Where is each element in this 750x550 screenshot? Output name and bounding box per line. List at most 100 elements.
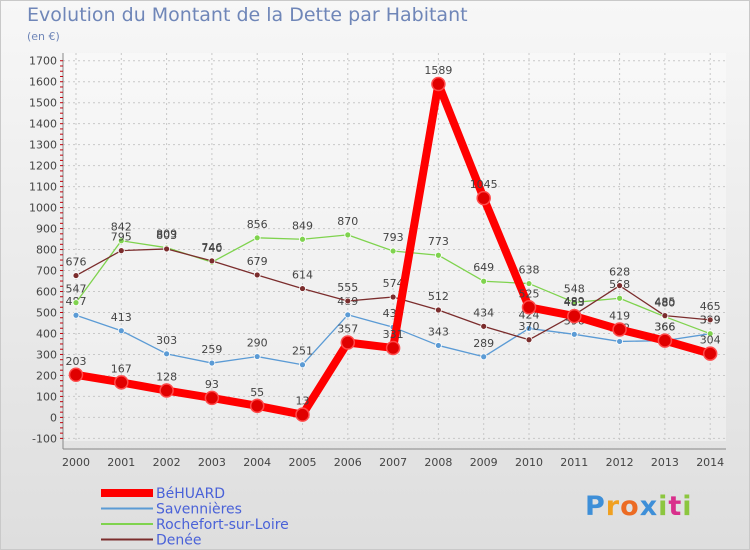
data-point — [344, 311, 352, 319]
logo-letter: P — [585, 491, 606, 522]
legend-label: Denée — [156, 533, 202, 549]
chart-title: Evolution du Montant de la Dette par Hab… — [27, 4, 468, 26]
data-point — [431, 76, 446, 92]
data-point — [204, 390, 220, 406]
y-tick-label: 1600 — [29, 76, 57, 89]
data-label: 746 — [201, 241, 222, 254]
data-label: 809 — [156, 228, 177, 241]
data-label: 465 — [700, 300, 721, 313]
data-point — [117, 237, 125, 245]
data-label: 370 — [519, 320, 540, 333]
x-tick-label: 2007 — [379, 456, 407, 469]
data-label: 366 — [654, 321, 675, 334]
data-label: 483 — [564, 296, 585, 309]
data-label: 413 — [111, 311, 132, 324]
data-point — [570, 330, 578, 338]
data-label: 13 — [296, 395, 310, 408]
data-point — [525, 280, 533, 287]
y-tick-label: 1000 — [29, 202, 57, 215]
data-label: 259 — [201, 343, 222, 356]
data-label: 548 — [564, 282, 585, 295]
data-point — [249, 398, 265, 414]
data-label: 366 — [654, 321, 675, 334]
legend-label: Rochefort-sur-Loire — [156, 517, 289, 533]
data-point — [389, 247, 397, 255]
x-tick-label: 2010 — [515, 456, 543, 469]
data-label: 649 — [473, 261, 494, 274]
data-label: 525 — [519, 287, 540, 300]
legend-label: BéHUARD — [156, 486, 225, 502]
data-point — [567, 308, 582, 324]
logo-letter: r — [605, 491, 621, 522]
data-point — [72, 299, 80, 307]
data-label: 480 — [654, 297, 675, 310]
x-tick-label: 2000 — [62, 456, 90, 469]
y-tick-label: 1100 — [29, 181, 57, 194]
data-label: 512 — [428, 290, 449, 303]
data-label: 485 — [654, 296, 675, 309]
data-point — [616, 294, 623, 302]
data-point — [480, 322, 488, 330]
x-tick-label: 2002 — [153, 456, 181, 469]
data-label: 793 — [383, 231, 404, 244]
data-label: 357 — [337, 323, 358, 336]
data-label: 55 — [250, 386, 264, 399]
y-tick-label: 500 — [36, 307, 57, 320]
data-label: 203 — [66, 355, 87, 368]
data-label: 331 — [383, 328, 404, 341]
data-point — [612, 322, 627, 337]
y-tick-label: -100 — [32, 432, 57, 445]
data-point — [525, 336, 533, 344]
data-point — [344, 231, 352, 239]
y-tick-label: 400 — [36, 327, 57, 340]
x-tick-label: 2008 — [424, 456, 452, 469]
data-point — [616, 282, 623, 290]
data-label: 167 — [111, 362, 132, 375]
x-tick-label: 2005 — [289, 456, 317, 469]
data-point — [661, 312, 669, 320]
y-tick-label: 1400 — [29, 118, 57, 131]
y-tick-label: 100 — [36, 390, 57, 403]
logo-letter: i — [658, 491, 669, 522]
data-point — [389, 293, 397, 301]
data-point — [253, 271, 261, 279]
data-label: 870 — [337, 215, 358, 228]
x-tick-label: 2004 — [243, 456, 271, 469]
x-tick-label: 2011 — [560, 456, 588, 469]
data-point — [163, 245, 171, 253]
data-point — [72, 311, 80, 319]
logo-letter: t — [668, 491, 683, 522]
data-label: 614 — [292, 269, 313, 282]
data-point — [706, 316, 714, 324]
data-label: 128 — [156, 371, 177, 384]
y-tick-label: 800 — [36, 244, 57, 257]
data-label: 290 — [247, 337, 268, 350]
data-point — [480, 353, 488, 361]
data-label: 434 — [473, 306, 494, 319]
x-tick-label: 2006 — [334, 456, 362, 469]
data-point — [521, 300, 537, 315]
data-point — [434, 342, 442, 349]
x-tick-label: 2012 — [606, 456, 634, 469]
data-point — [117, 247, 125, 255]
data-point — [295, 407, 310, 422]
data-label: 628 — [609, 266, 630, 279]
plot-area — [63, 53, 726, 441]
proxiti-logo: Proxiti — [585, 491, 693, 522]
data-label: 304 — [700, 334, 721, 347]
data-label: 343 — [428, 325, 449, 338]
data-point — [253, 353, 261, 360]
y-tick-label: 300 — [36, 348, 57, 361]
data-point — [208, 359, 216, 367]
series-behuard: 203 167 128 93 55 13 357 331 1589 1045 525 483 419 36… — [66, 64, 721, 422]
data-point — [68, 367, 84, 383]
data-point — [657, 333, 673, 348]
logo-letter: o — [620, 491, 640, 522]
y-tick-label: 1300 — [29, 139, 57, 152]
data-label: 419 — [609, 309, 630, 322]
legend-label: Savennières — [156, 502, 242, 518]
y-tick-label: 600 — [36, 286, 57, 299]
data-label: 842 — [111, 221, 132, 234]
data-point — [706, 330, 714, 338]
